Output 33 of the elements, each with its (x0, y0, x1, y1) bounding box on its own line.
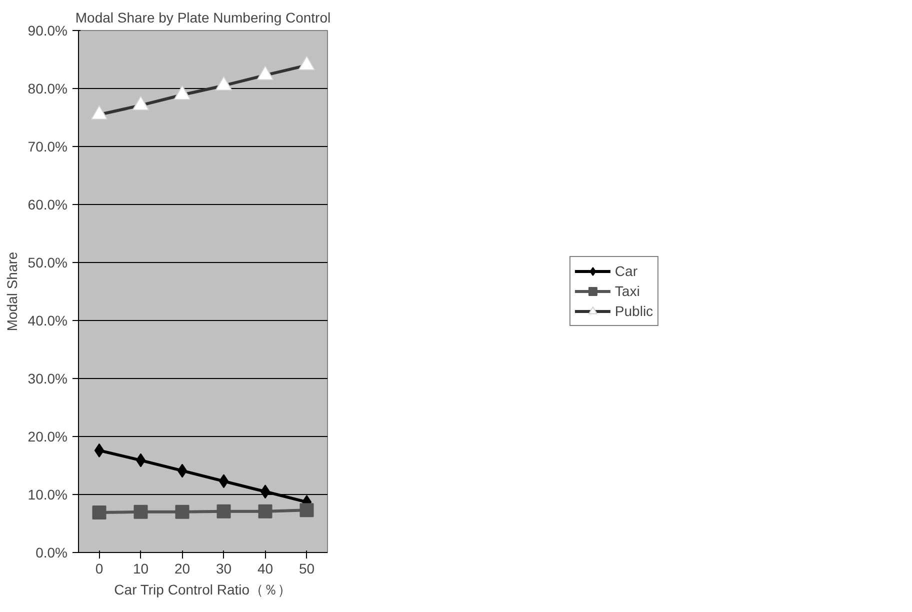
y-tick-label: 10.0% (28, 486, 68, 502)
x-tick-label: 50 (298, 560, 315, 576)
x-axis-title: Car Trip Control Ratio（％） (114, 582, 292, 598)
y-tick-label: 50.0% (28, 254, 68, 270)
chart-title: Modal Share by Plate Numbering Control (75, 10, 331, 26)
point (177, 464, 188, 478)
point (258, 504, 272, 518)
legend-label: Taxi (614, 283, 640, 299)
legend-label: Car (614, 263, 638, 279)
y-tick-label: 0.0% (36, 544, 68, 560)
y-tick-label: 90.0% (28, 22, 68, 38)
point (134, 504, 148, 519)
y-tick-label: 80.0% (28, 80, 68, 96)
point (260, 484, 270, 499)
point (218, 474, 229, 488)
x-tick-label: 20 (174, 560, 190, 576)
x-tick-label: 40 (257, 560, 274, 576)
point (175, 504, 190, 519)
point (92, 505, 106, 520)
point (300, 503, 314, 518)
y-tick-label: 20.0% (28, 428, 68, 444)
y-tick-label: 70.0% (28, 138, 68, 154)
point (94, 443, 104, 458)
point (136, 453, 146, 468)
x-tick-label: 10 (132, 560, 149, 576)
y-tick-label: 30.0% (28, 370, 68, 386)
y-axis-title: Modal Share (4, 252, 20, 332)
y-tick-label: 40.0% (28, 312, 68, 328)
x-tick-label: 30 (216, 560, 232, 576)
x-tick-label: 0 (95, 560, 104, 576)
y-tick-label: 60.0% (28, 196, 68, 212)
point (216, 504, 231, 518)
legend-label: Public (614, 303, 654, 319)
